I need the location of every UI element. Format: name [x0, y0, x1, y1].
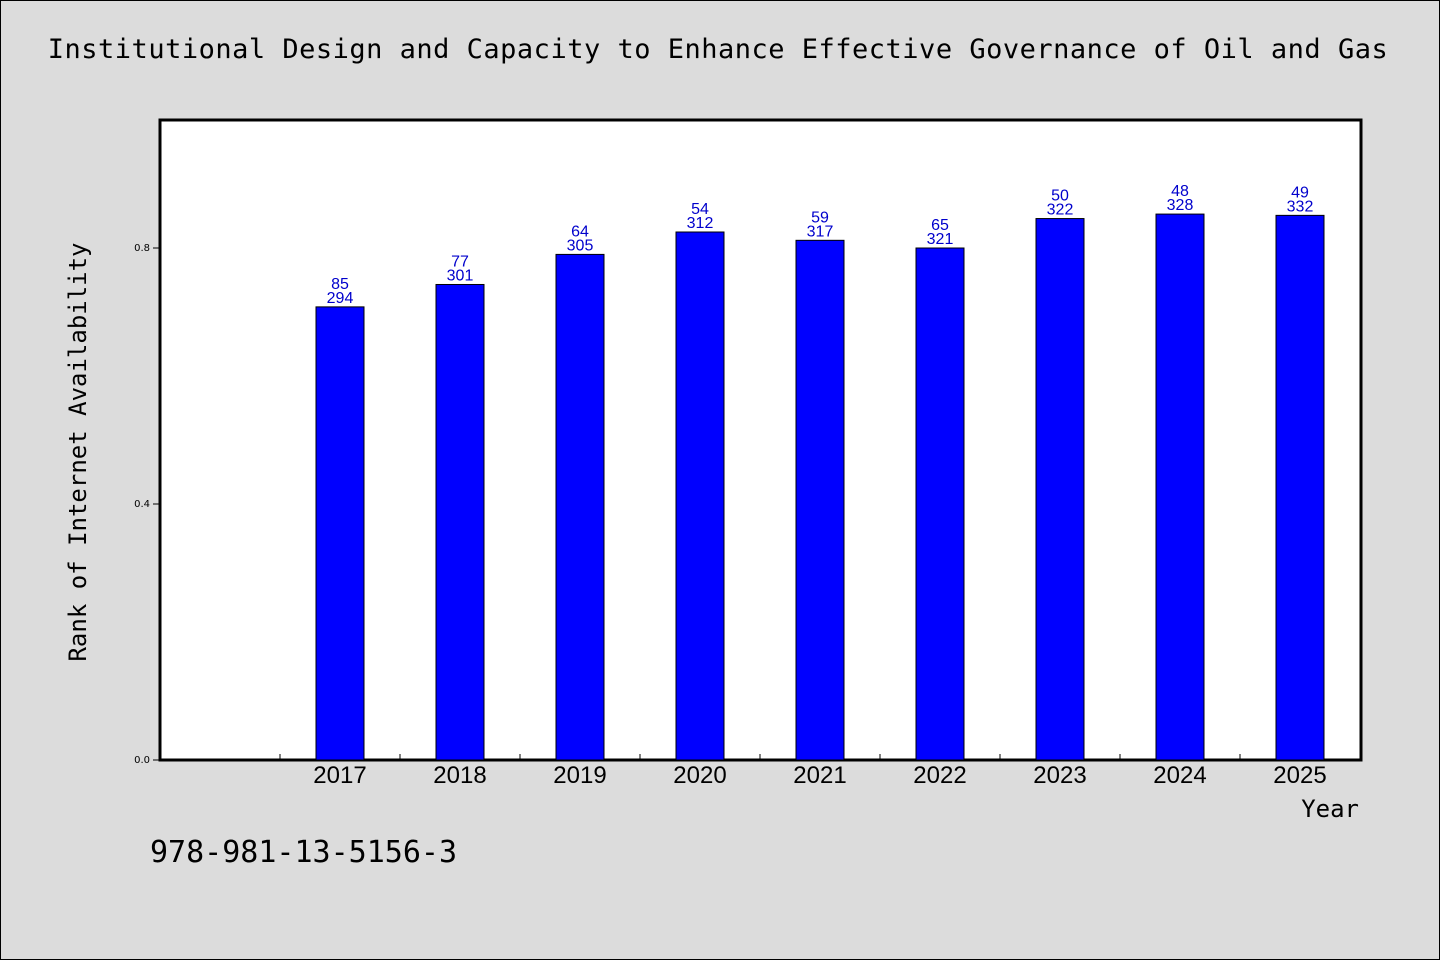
data-label-bottom: 328 [1167, 197, 1194, 214]
x-tick-label: 2023 [1033, 762, 1086, 789]
x-tick-label: 2017 [313, 762, 366, 789]
bar [1275, 214, 1325, 761]
data-label-bottom: 305 [567, 237, 594, 254]
data-label-bottom: 317 [807, 223, 834, 240]
bar [1155, 213, 1205, 761]
data-label-bottom: 301 [447, 267, 474, 284]
x-axis-label: Year [1301, 795, 1359, 823]
x-tick-label: 2025 [1273, 762, 1326, 789]
y-tick-label: 0.4 [134, 499, 150, 510]
bar [795, 239, 845, 761]
data-label-top: 48 [1171, 183, 1189, 200]
data-label-bottom: 294 [327, 290, 354, 307]
x-tick-label: 2019 [553, 762, 606, 789]
x-tick-label: 2020 [673, 762, 726, 789]
data-label-top: 85 [331, 276, 349, 293]
bar [675, 231, 725, 761]
data-label-bottom: 321 [927, 231, 954, 248]
bar [315, 306, 365, 761]
data-label-bottom: 312 [687, 215, 714, 232]
chart-title: Institutional Design and Capacity to Enh… [47, 34, 1389, 65]
data-label-bottom: 322 [1047, 202, 1074, 219]
bar [915, 247, 965, 761]
bar [1035, 218, 1085, 761]
data-label-top: 49 [1291, 184, 1309, 201]
data-label-top: 64 [571, 223, 589, 240]
bar [435, 283, 485, 761]
y-axis-label: Rank of Internet Availability [64, 242, 92, 662]
x-tick-label: 2021 [793, 762, 846, 789]
x-tick-label: 2022 [913, 762, 966, 789]
data-label-top: 59 [811, 209, 829, 226]
data-label-top: 65 [931, 217, 949, 234]
x-tick-label: 2018 [433, 762, 486, 789]
data-label-top: 77 [451, 253, 469, 270]
data-label-top: 54 [691, 201, 709, 218]
data-label-top: 50 [1051, 188, 1069, 205]
y-tick-label: 0.8 [134, 243, 150, 254]
data-label-bottom: 332 [1287, 198, 1314, 215]
bar [555, 253, 605, 761]
x-tick-label: 2024 [1153, 762, 1206, 789]
isbn-text: 978-981-13-5156-3 [150, 835, 458, 870]
y-tick-label: 0.0 [134, 755, 150, 766]
